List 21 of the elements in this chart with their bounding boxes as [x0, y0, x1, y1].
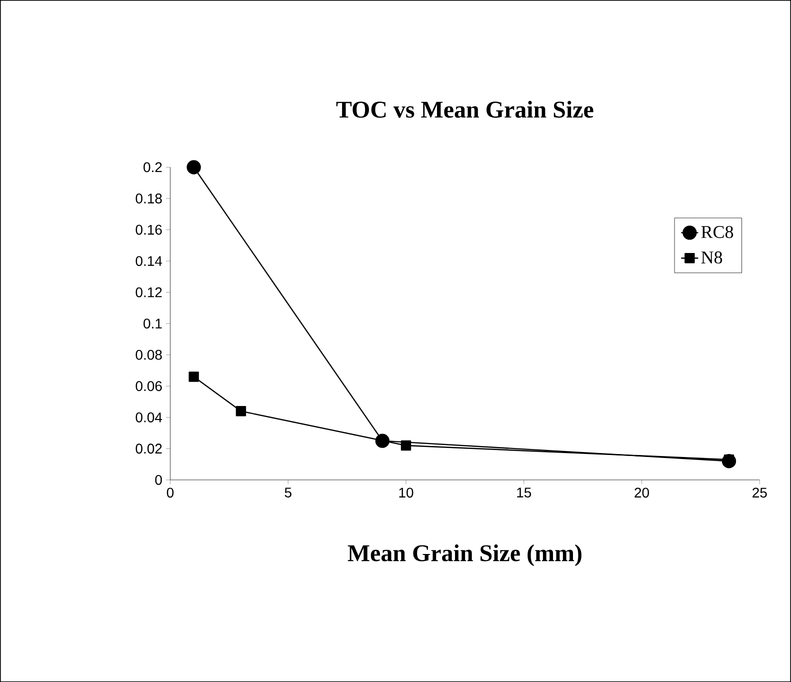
y-tick-label: 0.18 — [136, 193, 162, 204]
y-tick-label: 0.1 — [144, 318, 162, 328]
x-axis-title: Mean Grain Size (mm) — [348, 544, 582, 566]
x-tick-label: 15 — [517, 488, 532, 498]
y-tick-label: 0.2 — [144, 162, 162, 172]
x-tick-label: 20 — [634, 488, 649, 498]
x-tick-label: 0 — [166, 488, 174, 498]
x-tick-label: 10 — [399, 488, 414, 498]
x-tick-label: 25 — [752, 488, 767, 498]
y-tick-label: 0.06 — [136, 381, 162, 392]
y-tick-label: 0.08 — [136, 350, 162, 360]
y-tick-label: 0 — [155, 474, 162, 485]
y-tick-label: 0.16 — [136, 224, 162, 235]
legend-label: RC8 — [701, 226, 734, 238]
x-tick-label: 5 — [284, 488, 292, 498]
y-tick-label: 0.14 — [136, 256, 162, 266]
y-tick-label: 0.12 — [136, 287, 162, 298]
y-tick-label: 0.04 — [136, 412, 162, 422]
chart-title: TOC vs Mean Grain Size — [336, 100, 594, 118]
legend-label: N8 — [701, 251, 722, 264]
y-tick-label: 0.02 — [136, 444, 162, 454]
